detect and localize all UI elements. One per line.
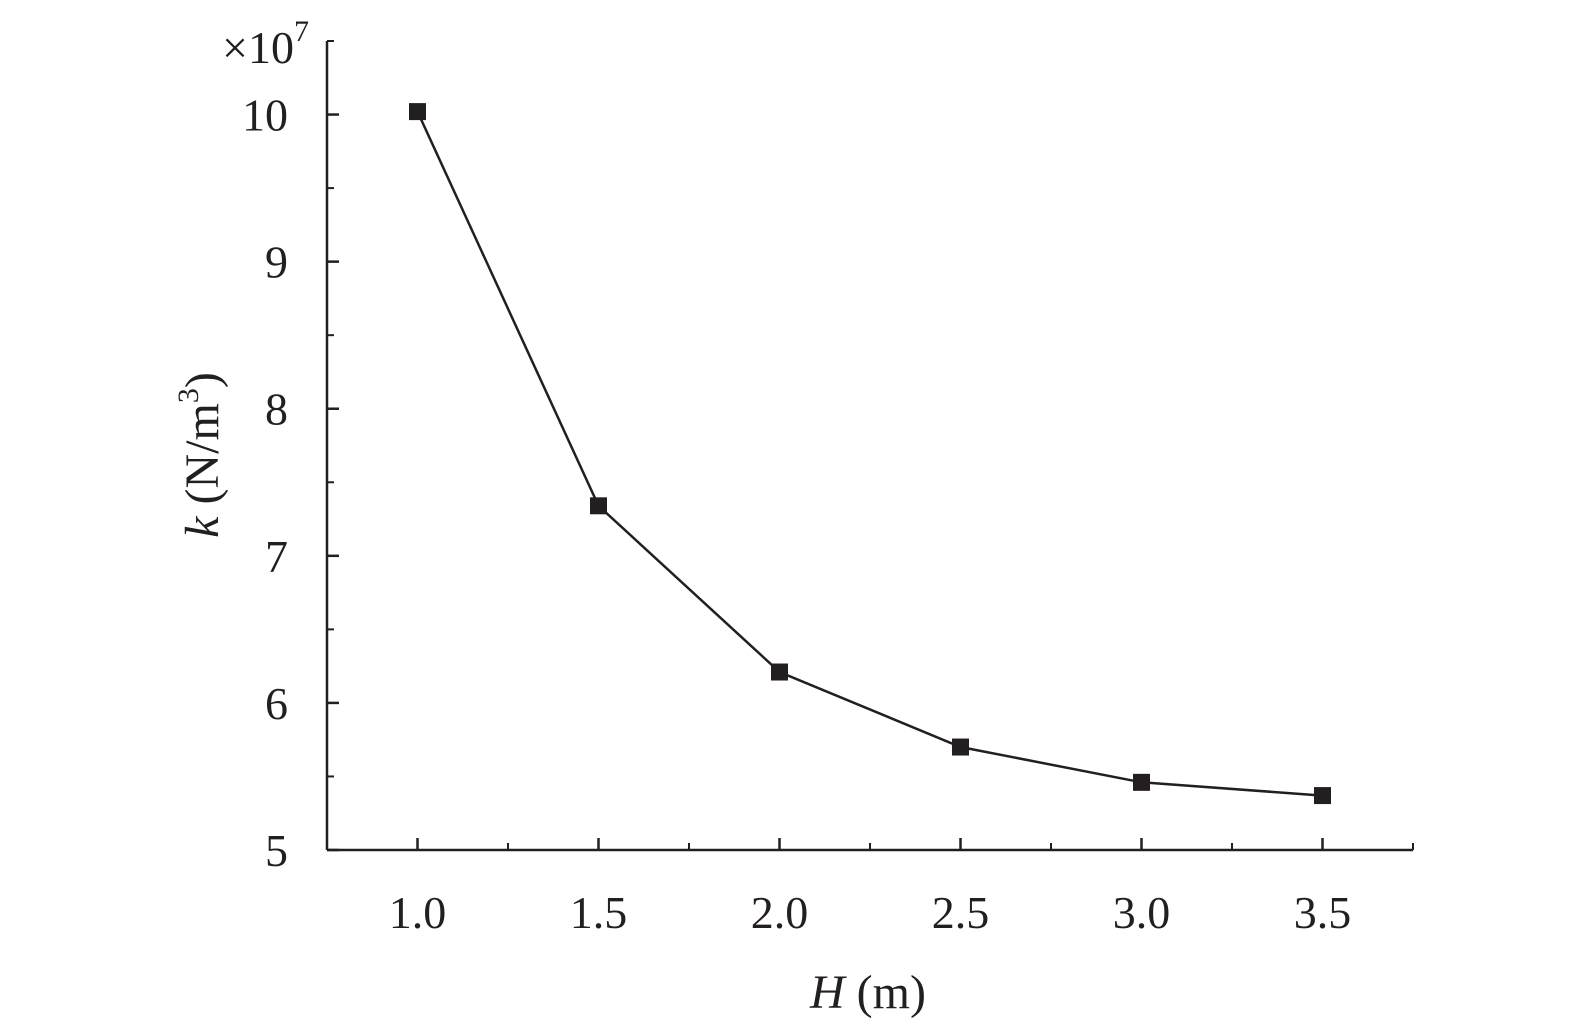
x-tick-label: 3.0 — [1113, 887, 1171, 938]
x-tick-label: 3.5 — [1294, 887, 1352, 938]
x-tick-label: 2.0 — [751, 887, 809, 938]
data-point — [590, 497, 607, 515]
x-axis-symbol: H — [809, 966, 847, 1019]
y-tick-label: 8 — [265, 384, 288, 435]
y-axis-unit-exponent: 3 — [172, 388, 205, 403]
data-point — [952, 738, 969, 756]
x-axis-unit: (m) — [845, 966, 926, 1019]
data-point — [1314, 787, 1331, 805]
x-tick-label: 1.0 — [389, 887, 447, 938]
data-point — [409, 103, 426, 121]
y-axis-unit-open: (N/m — [176, 403, 229, 516]
y-tick-label: 5 — [265, 825, 288, 876]
y-tick-label: 10 — [242, 90, 288, 141]
x-axis-title: H (m) — [809, 966, 926, 1019]
x-tick-label: 1.5 — [570, 887, 628, 938]
y-axis-symbol: k — [176, 515, 229, 538]
data-point — [1133, 773, 1150, 791]
y-tick-label: 7 — [265, 531, 288, 582]
y-multiplier-exponent: 7 — [294, 15, 309, 48]
x-tick-label: 2.5 — [932, 887, 990, 938]
y-tick-label: 6 — [265, 678, 288, 729]
axes — [325, 41, 1413, 852]
series-layer — [409, 103, 1331, 805]
ticks: 1.0 1.5 2.0 2.5 3.0 3.5 5 6 7 8 9 10 — [242, 40, 1414, 938]
y-axis-title: k (N/m3) — [172, 372, 229, 538]
y-tick-label: 9 — [265, 237, 288, 288]
y-axis-multiplier: ×107 — [222, 15, 309, 73]
data-point — [771, 663, 788, 681]
y-multiplier-base: ×10 — [222, 22, 294, 73]
y-axis-unit-close: ) — [176, 372, 229, 388]
series-line — [416, 111, 1323, 797]
